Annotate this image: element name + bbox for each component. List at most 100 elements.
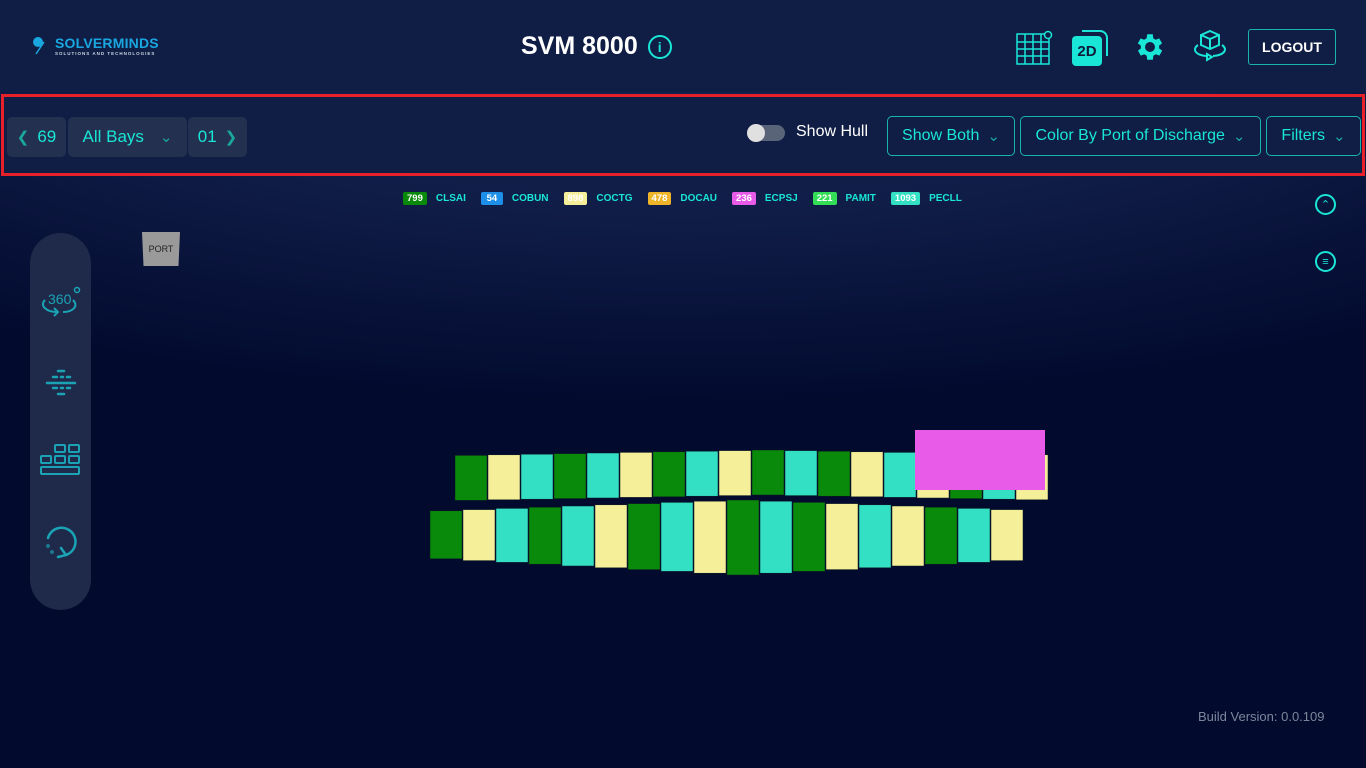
container-stack[interactable] xyxy=(957,508,991,563)
collapse-up-button[interactable]: ⌃ xyxy=(1315,194,1336,215)
legend-code: CLSAI xyxy=(435,193,466,204)
color-by-dropdown[interactable]: Color By Port of Discharge ⌄ xyxy=(1020,116,1261,156)
container-stack[interactable] xyxy=(990,509,1024,561)
legend-code: COBUN xyxy=(511,193,549,204)
port-side-marker: PORT xyxy=(142,232,180,266)
stack-view-button[interactable] xyxy=(38,438,83,483)
reset-view-button[interactable] xyxy=(38,517,83,562)
pod-legend: 799 CLSAI 54 COBUN 898 COCTG 478 DOCAU 236 ECPSJ 2… xyxy=(403,192,977,205)
container-stack[interactable] xyxy=(495,508,529,563)
chevron-down-icon: ⌄ xyxy=(1332,128,1346,145)
bay-next-button[interactable]: 01 ❯ xyxy=(188,117,247,157)
container-stack[interactable] xyxy=(528,506,562,565)
3d-rotate-icon[interactable] xyxy=(1190,28,1230,66)
360-label: 360 xyxy=(48,291,72,307)
show-hull-toggle[interactable] xyxy=(747,124,785,142)
legend-count: 898 xyxy=(563,192,588,205)
legend-count: 478 xyxy=(647,192,672,205)
legend-code: COCTG xyxy=(596,193,633,204)
container-stack[interactable] xyxy=(462,509,496,561)
bay-select[interactable]: All Bays ⌄ xyxy=(68,117,187,157)
legend-item-coctg[interactable]: 898 COCTG xyxy=(563,192,633,205)
container-stack[interactable] xyxy=(520,453,554,500)
logo-gear-icon xyxy=(33,37,45,55)
bay-prev-label: 69 xyxy=(37,127,57,146)
container-stack[interactable] xyxy=(718,450,752,496)
chevron-right-icon: ❯ xyxy=(224,129,238,146)
legend-item-pamit[interactable]: 221 PAMIT xyxy=(812,192,876,205)
container-stack[interactable] xyxy=(429,510,463,560)
container-stack[interactable] xyxy=(660,502,694,572)
container-stack[interactable] xyxy=(858,504,892,569)
header: SOLVERMINDS SOLUTIONS AND TECHNOLOGIES S… xyxy=(0,0,1366,92)
legend-item-clsai[interactable]: 799 CLSAI xyxy=(403,192,466,205)
container-stack[interactable] xyxy=(553,453,587,499)
view-sidebar: 360 xyxy=(30,233,91,610)
bay-prev-button[interactable]: ❮ 69 xyxy=(7,117,66,157)
container-stack[interactable] xyxy=(487,454,521,501)
show-both-value: Show Both xyxy=(902,127,980,144)
chevron-down-icon: ⌄ xyxy=(1232,128,1246,145)
container-stack[interactable] xyxy=(586,452,620,499)
container-stack[interactable] xyxy=(915,430,1045,490)
container-stack[interactable] xyxy=(619,452,653,498)
2d-view-icon[interactable]: 2D xyxy=(1072,30,1110,66)
container-stack[interactable] xyxy=(561,505,595,567)
container-stack[interactable] xyxy=(594,504,628,569)
page-title: SVM 8000 xyxy=(521,32,638,60)
chevron-left-icon: ❮ xyxy=(16,129,30,146)
legend-count: 54 xyxy=(480,192,503,205)
section-view-icon xyxy=(45,369,76,395)
container-stack[interactable] xyxy=(726,499,760,576)
toolbar: ❮ 69 All Bays ⌄ 01 ❯ Show Hull Show Both… xyxy=(1,94,1365,176)
container-stack[interactable] xyxy=(759,500,793,574)
legend-count: 1093 xyxy=(890,192,921,205)
container-stack[interactable] xyxy=(454,455,488,501)
double-chevron-up-icon: ⌃ xyxy=(1320,199,1331,211)
section-view-button[interactable] xyxy=(38,360,83,405)
container-stack[interactable] xyxy=(924,506,958,565)
settings-icon[interactable] xyxy=(1133,30,1167,64)
container-stack[interactable] xyxy=(792,502,826,572)
container-stack[interactable] xyxy=(693,500,727,574)
container-stack[interactable] xyxy=(652,451,686,498)
legend-item-ecpsj[interactable]: 236 ECPSJ xyxy=(732,192,798,205)
legend-item-cobun[interactable]: 54 COBUN xyxy=(480,192,549,205)
container-stack[interactable] xyxy=(817,450,851,497)
bay-select-value: All Bays xyxy=(82,127,144,146)
360-view-button[interactable]: 360 xyxy=(38,281,83,326)
build-version: Build Version: 0.0.109 xyxy=(1198,709,1325,724)
container-stack[interactable] xyxy=(850,451,884,498)
color-by-value: Color By Port of Discharge xyxy=(1035,127,1225,144)
stack-view-icon xyxy=(39,443,80,475)
list-icon: ≡ xyxy=(1322,255,1329,268)
legend-count: 236 xyxy=(732,192,756,205)
container-stack[interactable] xyxy=(627,503,661,570)
show-both-dropdown[interactable]: Show Both ⌄ xyxy=(887,116,1015,156)
legend-code: DOCAU xyxy=(680,193,718,204)
container-stack[interactable] xyxy=(751,449,785,496)
menu-button[interactable]: ≡ xyxy=(1315,251,1336,272)
logo: SOLVERMINDS SOLUTIONS AND TECHNOLOGIES xyxy=(30,34,159,56)
legend-code: PAMIT xyxy=(845,193,876,204)
legend-item-docau[interactable]: 478 DOCAU xyxy=(647,192,718,205)
legend-item-pecll[interactable]: 1093 PECLL xyxy=(890,192,962,205)
container-stack[interactable] xyxy=(883,452,917,498)
legend-code: ECPSJ xyxy=(764,193,798,204)
360-view-icon: 360 xyxy=(41,286,80,317)
info-icon[interactable]: i xyxy=(647,34,672,59)
logout-button[interactable]: LOGOUT xyxy=(1248,29,1336,65)
container-stack[interactable] xyxy=(825,503,859,570)
container-stack[interactable] xyxy=(784,450,818,496)
logo-text: SOLVERMINDS xyxy=(55,34,159,51)
grid-icon[interactable] xyxy=(1015,30,1053,66)
container-stack[interactable] xyxy=(891,505,925,567)
vessel-3d-view[interactable] xyxy=(360,420,1060,590)
legend-count: 799 xyxy=(403,192,427,205)
container-stack[interactable] xyxy=(685,450,719,497)
chevron-down-icon: ⌄ xyxy=(159,129,173,146)
chevron-down-icon: ⌄ xyxy=(987,128,1000,145)
page-title-group: SVM 8000 i xyxy=(521,32,672,61)
filters-dropdown[interactable]: Filters ⌄ xyxy=(1266,116,1361,156)
legend-code: PECLL xyxy=(929,193,962,204)
